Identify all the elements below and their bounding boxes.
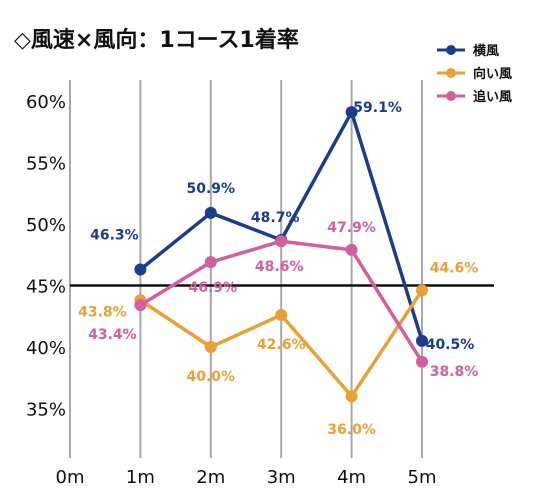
data-label: 38.8% <box>430 364 479 380</box>
data-point <box>134 299 147 312</box>
x-tick-label: 5m <box>408 467 437 488</box>
data-point <box>416 334 428 347</box>
data-point <box>204 256 217 269</box>
data-label: 40.0% <box>187 369 236 385</box>
x-tick-label: 3m <box>267 467 296 488</box>
data-point <box>345 106 358 119</box>
x-tick-label: 0m <box>56 467 85 488</box>
data-point <box>345 243 358 256</box>
legend-swatch-dot <box>446 68 456 78</box>
axis-layer: 0m 1m 2m 3m 4m 5m 60% 55% 50% 45% 40% 35% <box>26 92 494 488</box>
data-point <box>416 284 428 297</box>
data-label: 43.4% <box>88 327 137 343</box>
y-tick-label: 35% <box>26 400 66 421</box>
data-point <box>275 309 288 322</box>
series-layer <box>134 106 428 403</box>
legend-label: 横風 <box>473 43 499 59</box>
data-label: 36.0% <box>327 422 376 438</box>
data-label: 48.7% <box>251 210 300 226</box>
x-tick-label: 4m <box>337 467 366 488</box>
legend-swatch-dot <box>446 45 456 55</box>
data-point <box>345 390 358 403</box>
data-point <box>134 263 147 276</box>
legend-label: 追い風 <box>473 89 512 105</box>
y-tick-label: 55% <box>26 154 66 175</box>
data-label: 59.1% <box>353 100 402 116</box>
y-tick-label: 50% <box>26 215 66 236</box>
data-label: 50.9% <box>187 181 236 197</box>
y-tick-label: 40% <box>26 338 66 359</box>
data-point <box>275 235 288 248</box>
y-tick-label: 45% <box>26 277 66 298</box>
data-label: 40.5% <box>426 337 475 353</box>
data-label: 46.3% <box>90 228 139 244</box>
data-label: 46.9% <box>189 280 238 296</box>
legend-swatch-dot <box>446 91 456 101</box>
data-label: 44.6% <box>430 260 479 276</box>
data-label: 42.6% <box>257 337 306 353</box>
data-label: 48.6% <box>255 259 304 275</box>
data-label: 47.9% <box>327 220 376 236</box>
data-point <box>204 341 217 353</box>
chart-title: ◇風速×風向：1コース1着率 <box>14 28 299 53</box>
data-point <box>204 206 217 219</box>
data-point <box>416 355 428 368</box>
legend-label: 向い風 <box>473 66 512 82</box>
grid-layer <box>69 80 423 458</box>
y-tick-label: 60% <box>26 92 66 113</box>
data-label: 43.8% <box>78 304 127 320</box>
label-layer: 46.3% 50.9% 48.7% 59.1% 40.5% 43.8% 40.0% 42.6%… <box>78 100 478 438</box>
x-tick-label: 1m <box>126 467 155 488</box>
x-tick-label: 2m <box>196 467 225 488</box>
